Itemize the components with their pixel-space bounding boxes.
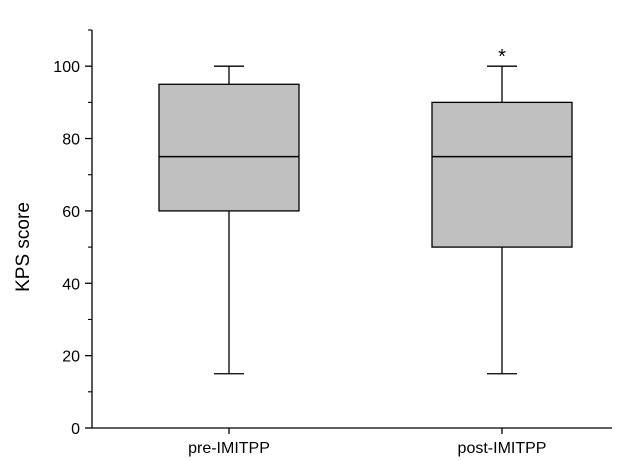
y-tick-label: 20 <box>62 349 80 366</box>
y-tick-label: 40 <box>62 276 80 293</box>
y-tick-label: 80 <box>62 132 80 149</box>
y-tick-label: 100 <box>53 59 80 76</box>
iqr-box <box>431 101 573 248</box>
y-axis: 0 20 40 60 80 100 <box>53 29 93 438</box>
y-tick-label: 60 <box>62 204 80 221</box>
y-axis-title: KPS score <box>13 202 34 292</box>
iqr-box <box>158 83 300 212</box>
significance-marker: * <box>498 46 506 68</box>
box-group: * <box>158 46 573 375</box>
box-2: * <box>431 46 573 375</box>
box-1 <box>158 65 300 375</box>
x-tick-label: post-IMITPP <box>458 440 547 457</box>
y-tick-label: 0 <box>71 421 80 438</box>
x-axis: pre-IMITPP post-IMITPP <box>92 427 612 457</box>
x-tick-label: pre-IMITPP <box>188 440 270 457</box>
